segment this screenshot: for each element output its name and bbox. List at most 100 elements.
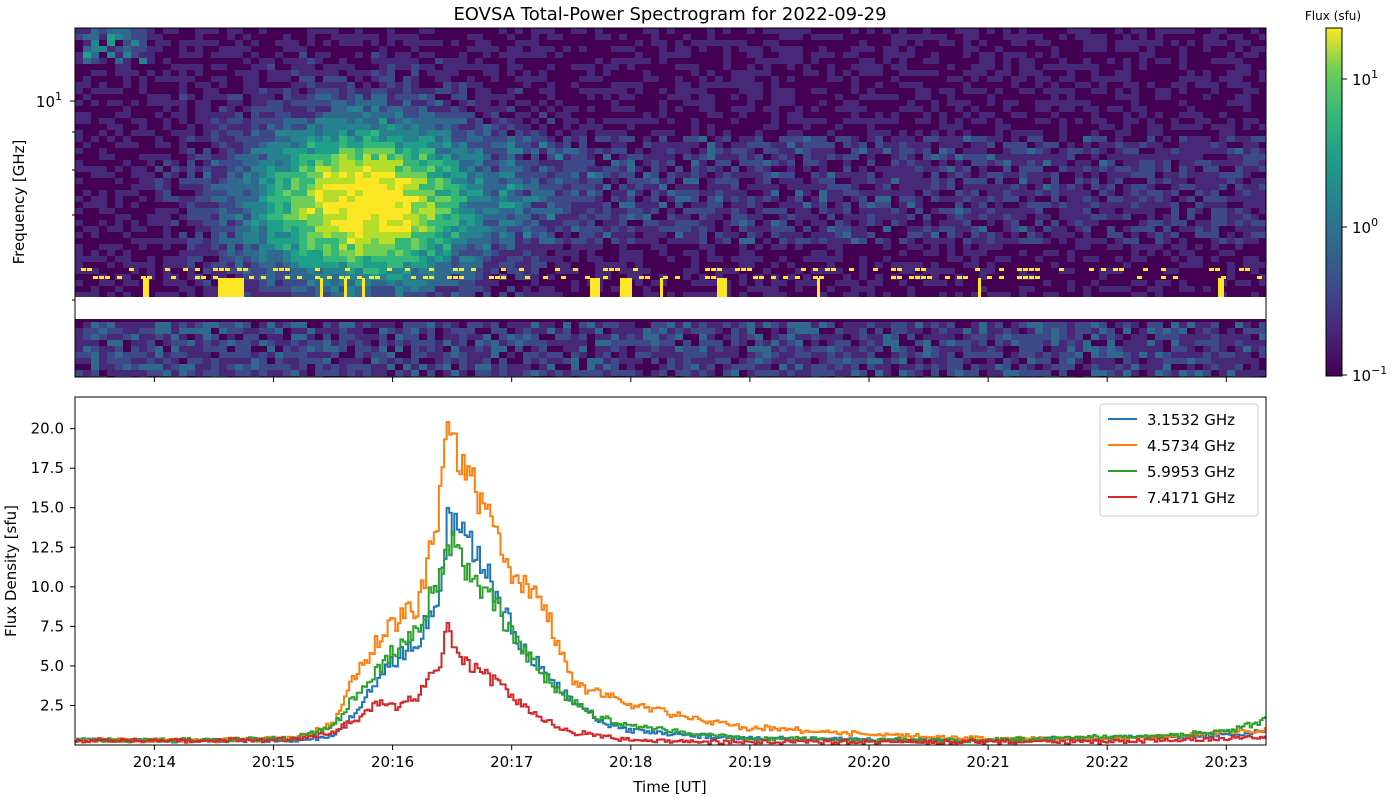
spectrogram-cell [827, 334, 835, 340]
spectrogram-cell [619, 238, 627, 244]
spectrogram-cell [467, 124, 475, 130]
spectrogram-cell [859, 58, 867, 64]
spectrogram-cell [379, 250, 387, 256]
spectrogram-cell [563, 136, 571, 142]
spectrogram-cell [843, 322, 851, 328]
spectrogram-cell [987, 52, 995, 58]
spectrogram-cell [747, 232, 755, 238]
spectrogram-cell [899, 184, 907, 190]
spectrogram-cell [1187, 196, 1195, 202]
spectrogram-cell [883, 166, 891, 172]
spectrogram-cell [411, 94, 419, 100]
spectrogram-cell [595, 208, 603, 214]
spectrogram-cell [459, 166, 467, 172]
spectrogram-cell [75, 148, 83, 154]
spectrogram-cell [1155, 322, 1163, 328]
spectrogram-cell [219, 196, 227, 202]
spectrogram-cell [331, 124, 339, 130]
spectrogram-cell [523, 286, 531, 292]
spectrogram-cell [1043, 172, 1051, 178]
spectrogram-cell [539, 226, 547, 232]
spectrogram-cell [659, 136, 667, 142]
spectrogram-cell [427, 88, 435, 94]
spectrogram-cell [307, 172, 315, 178]
spectrogram-cell [1179, 136, 1187, 142]
spectrogram-cell [1171, 118, 1179, 124]
spectrogram-cell [619, 82, 627, 88]
spectrogram-cell [195, 40, 203, 46]
spectrogram-cell [83, 202, 91, 208]
spectrogram-cell [515, 232, 523, 238]
spectrogram-cell [259, 280, 267, 286]
spectrogram-cell [195, 232, 203, 238]
spectrogram-cell [315, 94, 323, 100]
spectrogram-cell [587, 214, 595, 220]
spectrogram-cell [539, 184, 547, 190]
spectrogram-cell [491, 226, 499, 232]
spectrogram-cell [275, 220, 283, 226]
spectrogram-cell [347, 244, 355, 250]
spectrogram-cell [971, 88, 979, 94]
spectrogram-cell [1091, 178, 1099, 184]
spectrogram-cell [1035, 340, 1043, 346]
spectrogram-cell [323, 136, 331, 142]
spectrogram-cell [507, 208, 515, 214]
spectrogram-cell [315, 286, 323, 292]
spectrogram-cell [947, 328, 955, 334]
spectrogram-cell [1075, 196, 1083, 202]
spectrogram-cell [795, 280, 803, 286]
spectrogram-cell [859, 232, 867, 238]
spectrogram-cell [395, 274, 403, 280]
spectrogram-cell [1179, 82, 1187, 88]
spectrogram-cell [979, 58, 987, 64]
spectrogram-cell [563, 148, 571, 154]
spectrogram-cell [331, 274, 339, 280]
spectrogram-cell [483, 142, 491, 148]
spectrogram-cell [267, 58, 275, 64]
spectrogram-cell [195, 244, 203, 250]
spectrogram-cell [307, 130, 315, 136]
spectrogram-cell [299, 124, 307, 130]
spectrogram-cell [307, 280, 315, 286]
spectrogram-cell [355, 178, 363, 184]
spectrogram-cell [915, 142, 923, 148]
spectrogram-cell [771, 322, 779, 328]
spectrogram-cell [443, 148, 451, 154]
spectrogram-cell [1147, 250, 1155, 256]
spectrogram-cell [219, 46, 227, 52]
spectrogram-cell [723, 232, 731, 238]
spectrogram-cell [659, 232, 667, 238]
spectrogram-cell [619, 148, 627, 154]
spectrogram-cell [187, 184, 195, 190]
spectrogram-cell [819, 190, 827, 196]
spectrogram-cell [947, 40, 955, 46]
spectrogram-cell [659, 40, 667, 46]
spectrogram-cell [611, 172, 619, 178]
spectrogram-cell [715, 208, 723, 214]
spectrogram-cell [851, 118, 859, 124]
spectrogram-cell [859, 208, 867, 214]
spectrogram-cell [955, 292, 963, 298]
spectrogram-cell [259, 184, 267, 190]
spectrogram-cell [859, 118, 867, 124]
spectrogram-cell [619, 262, 627, 268]
spectrogram-cell [299, 214, 307, 220]
spectrogram-cell [203, 202, 211, 208]
spectrogram-cell [419, 184, 427, 190]
spectrogram-cell [683, 322, 691, 328]
spectrogram-cell [1131, 148, 1139, 154]
spectrogram-cell [1155, 166, 1163, 172]
spectrogram-cell [675, 232, 683, 238]
spectrogram-cell [1147, 328, 1155, 334]
spectrogram-cell [1251, 214, 1259, 220]
spectrogram-cell [611, 88, 619, 94]
spectrogram-cell [91, 202, 99, 208]
spectrogram-cell [1123, 322, 1131, 328]
spectrogram-cell [595, 166, 603, 172]
spectrogram-cell [411, 106, 419, 112]
spectrogram-cell [691, 154, 699, 160]
spectrogram-cell [387, 76, 395, 82]
spectrogram-cell [699, 346, 707, 352]
spectrogram-cell [475, 238, 483, 244]
spectrogram-cell [259, 208, 267, 214]
